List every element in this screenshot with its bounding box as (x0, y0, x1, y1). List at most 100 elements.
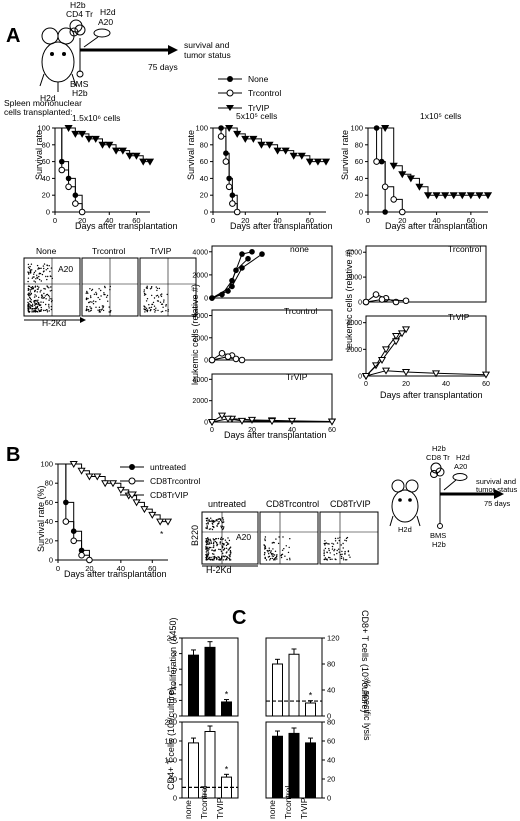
y-tick-label: 20 (45, 536, 53, 545)
flow-event (40, 297, 43, 299)
x-tick-label: 40 (273, 216, 281, 225)
schematic-b: H2b CD8 Tr H2d A20 survival and tumor st… (389, 444, 518, 549)
flow-event (46, 278, 48, 281)
schematic-tumor-mhc: H2d (100, 7, 116, 17)
y-tick-label: 80 (42, 140, 50, 149)
flow-event (156, 294, 159, 297)
flow-a-xlabel: H-2Kd (42, 318, 66, 328)
flow-event (143, 306, 146, 308)
y-tick-label: 60 (327, 737, 335, 746)
flow-event (149, 288, 152, 290)
flow-event (146, 309, 149, 311)
schematic-donor-cells: CD4 Tr (66, 9, 93, 19)
legend-b: untreated CD8Trcontrol CD8TrVIP (120, 462, 200, 500)
flow-event (219, 518, 222, 521)
flow-event (109, 285, 112, 288)
schematic-bms-mhc: H2b (72, 88, 88, 98)
flow-event (45, 298, 47, 300)
flow-event (31, 286, 34, 288)
flow-event (329, 552, 331, 554)
y-tick-label: 80 (327, 660, 335, 669)
flow-event (264, 547, 267, 549)
bar-TrVIP (305, 702, 316, 717)
leuk-frame (365, 315, 487, 377)
data-point (390, 196, 398, 203)
flow-event (27, 307, 29, 309)
flow-event (206, 549, 208, 552)
flow-event (280, 556, 283, 559)
flow-event (346, 536, 349, 539)
flow-event (100, 289, 102, 292)
flow-event (32, 311, 35, 313)
legend-a: None Trcontrol TrVIP (218, 74, 281, 113)
x-tick-label: 20 (241, 216, 249, 225)
data-point (91, 135, 100, 143)
x-tick-label: 0 (211, 216, 215, 225)
flow-event (216, 525, 218, 527)
flow-event (30, 287, 33, 289)
flow-event (87, 297, 89, 300)
data-point (281, 147, 290, 155)
flow-event (29, 304, 31, 306)
flow-event (342, 557, 345, 559)
y-tick-label: 0.5 (167, 696, 177, 705)
schematic-b-outcome-line1: survival and (476, 477, 516, 486)
y-tick-label: 1 (173, 680, 177, 689)
flow-event (47, 267, 49, 270)
flow-event (220, 536, 223, 539)
flow-event (32, 288, 34, 290)
schematic-b-host-mhc: H2d (398, 525, 412, 534)
leuk-point (238, 356, 246, 364)
flow-event (208, 528, 211, 530)
flow-event (221, 525, 224, 527)
flow-event (40, 267, 42, 269)
flow-event (212, 526, 215, 528)
leuk-point (377, 357, 387, 364)
flow-event (341, 550, 343, 553)
flow-event (212, 520, 215, 522)
data-point (70, 537, 78, 545)
x-tick-label: 40 (442, 381, 450, 388)
flow-event (41, 273, 44, 276)
leuk-point (397, 330, 407, 338)
flow-event (210, 517, 212, 519)
schematic-b-tumor-mhc: H2d (456, 453, 470, 462)
y-tick-label: 100 (164, 756, 177, 765)
flow-event (27, 277, 30, 279)
y-tick-label: 20 (42, 191, 50, 200)
flow-event (227, 543, 230, 545)
flow-event (150, 287, 153, 289)
flow-event (227, 537, 229, 539)
flow-event (87, 309, 90, 311)
flow-event (274, 557, 277, 559)
flow-event (206, 540, 208, 542)
y-tick-label: 2.5 (167, 634, 177, 643)
flow-event (48, 299, 50, 301)
leuk-point (327, 418, 337, 426)
flow-event (340, 544, 342, 546)
flow-event (48, 310, 50, 312)
data-point (257, 141, 266, 149)
mouse-icon (39, 27, 77, 92)
bar-charts-c: 0 0.5 1 1.5 2 2.5 * 0 40 80 120 * 0 50 100 150 200 * 0 20 40… (164, 634, 339, 803)
flow-event (323, 551, 325, 553)
x-tick-label: 60 (467, 216, 475, 225)
flow-event (31, 277, 33, 279)
flow-event (347, 550, 350, 552)
flow-event (146, 310, 148, 313)
data-point (78, 551, 85, 559)
y-tick-label: 0 (173, 794, 177, 803)
leuk-point (208, 356, 216, 364)
flow-event (343, 559, 345, 561)
flow-event (43, 270, 45, 272)
tumor-cell-icon (452, 473, 468, 481)
flow-event (145, 300, 148, 302)
flow-event (338, 539, 340, 542)
flow-event (31, 288, 33, 290)
flow-event (86, 291, 88, 293)
flow-event (36, 285, 39, 287)
data-point (163, 518, 173, 526)
flow-a-title-3: TrVIP (150, 246, 172, 256)
flow-event (326, 559, 328, 561)
